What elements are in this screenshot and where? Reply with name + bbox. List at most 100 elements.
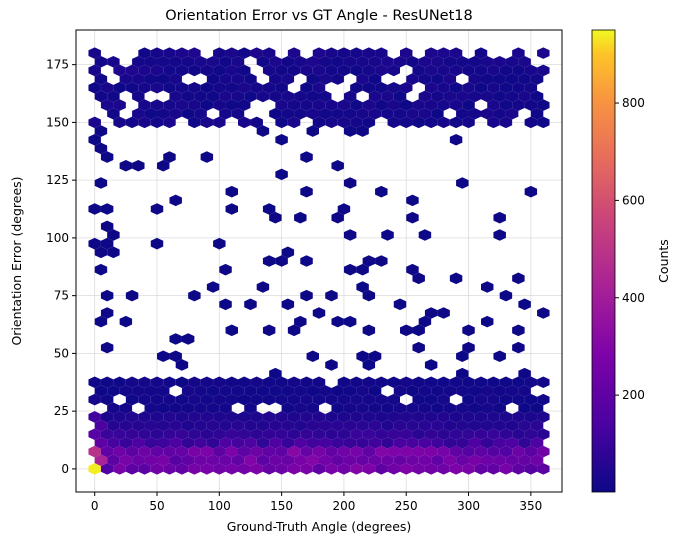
hexbin-cell [462,428,475,441]
hexbin-cell [144,55,157,68]
hexbin-cell [157,159,170,172]
hexbin-cell [200,376,214,389]
hexbin-cell [537,116,550,129]
hexbin-cell [393,107,407,120]
hexbin-cell [362,324,376,337]
hexbin-cell [512,428,525,441]
hexbin-cell [219,437,232,449]
hexbin-cell [518,55,531,68]
hexbin-cell [487,445,500,458]
hexbin-cell [294,454,307,467]
hexbin-cell [418,315,432,328]
hexbin-cell [269,211,282,224]
hexbin-cell [119,437,133,449]
hexbin-cell [213,64,226,77]
hexbin-cell [300,255,313,267]
hexbin-cell [119,73,133,85]
hexbin-cell [244,402,257,415]
hexbin-cell [431,437,444,449]
hexbin-cell [487,393,500,406]
hexbin-cell [319,437,332,449]
hexbin-cell [213,116,226,129]
hexbin-cell [518,367,531,380]
hexbin-cell [474,81,488,94]
hexbin-cell [499,289,513,302]
hexbin-cell [343,402,357,415]
hexbin-cell [537,307,550,319]
hexbin-cell [107,107,120,120]
hexbin-cell [306,125,319,137]
hexbin-cell [250,47,263,59]
colorbar-tick-label: 200 [622,388,645,402]
hexbin-cell [163,428,176,441]
hexbin-cell [387,116,400,129]
hexbin-cell [100,220,114,233]
hexbin-cell [400,81,413,94]
hexbin-cell [331,454,344,467]
hexbin-cell [250,445,263,458]
hexbin-cell [356,385,369,397]
hexbin-cell [337,203,351,215]
hexbin-cell [375,185,388,198]
hexbin-cell [287,428,301,441]
hexbin-cell [375,393,388,406]
hexbin-cell [163,411,176,423]
hexbin-cell [88,445,101,458]
hexbin-cell [163,445,176,458]
hexbin-cell [275,133,288,146]
hexbin-cell [499,64,513,77]
hexbin-cell [462,463,475,475]
hexbin-cell [231,90,245,103]
hexbin-cell [530,419,544,432]
y-axis-label: Orientation Error (degrees) [9,176,24,345]
hexbin-cell [262,64,276,77]
hexbin-cell [181,385,195,397]
hexbin-cell [424,463,438,475]
hexbin-cell [393,402,407,415]
hexbin-cell [169,194,182,207]
hexbin-cell [300,376,313,389]
hexbin-cell [188,463,201,475]
hexbin-cell [194,419,207,432]
hexbin-cell [400,116,413,129]
hexbin-cell [449,64,463,77]
hexbin-cell [449,463,463,475]
hexbin-cell [169,73,182,85]
hexbin-cell [132,73,145,85]
hexbin-cell [343,437,357,449]
hexbin-cell [337,116,351,129]
hexbin-cell [238,411,251,423]
hexbin-cell [219,402,232,415]
hexbin-cell [200,81,214,94]
hexbin-cell [138,376,151,389]
hexbin-cell [225,428,238,441]
hexbin-cell [325,411,338,423]
hexbin-cell [225,376,238,389]
hexbin-cell [181,454,195,467]
hexbin-cell [200,116,214,129]
hexbin-cell [294,211,307,224]
hexbin-cell [206,385,220,397]
hexbin-cell [269,73,282,85]
hexbin-cell [468,419,481,432]
x-tick-label: 200 [332,499,355,513]
hexbin-cell [312,81,326,94]
hexbin-cell [443,385,457,397]
hexbin-cell [462,116,475,129]
hexbin-cell [474,64,488,77]
hexbin-cell [188,428,201,441]
hexbin-cell [281,246,295,259]
hexbin-cell [262,428,276,441]
hexbin-cell [94,419,108,432]
hexbin-cell [381,419,394,432]
hexbin-cell [163,64,176,77]
x-tick-label: 150 [270,499,293,513]
hexbin-cell [368,419,382,432]
hexbin-cell [362,99,376,111]
hexbin-cell [431,402,444,415]
hexbin-cell [406,454,419,467]
hexbin-cell [524,64,538,77]
hexbin-cell [107,402,120,415]
hexbin-cell [449,428,463,441]
